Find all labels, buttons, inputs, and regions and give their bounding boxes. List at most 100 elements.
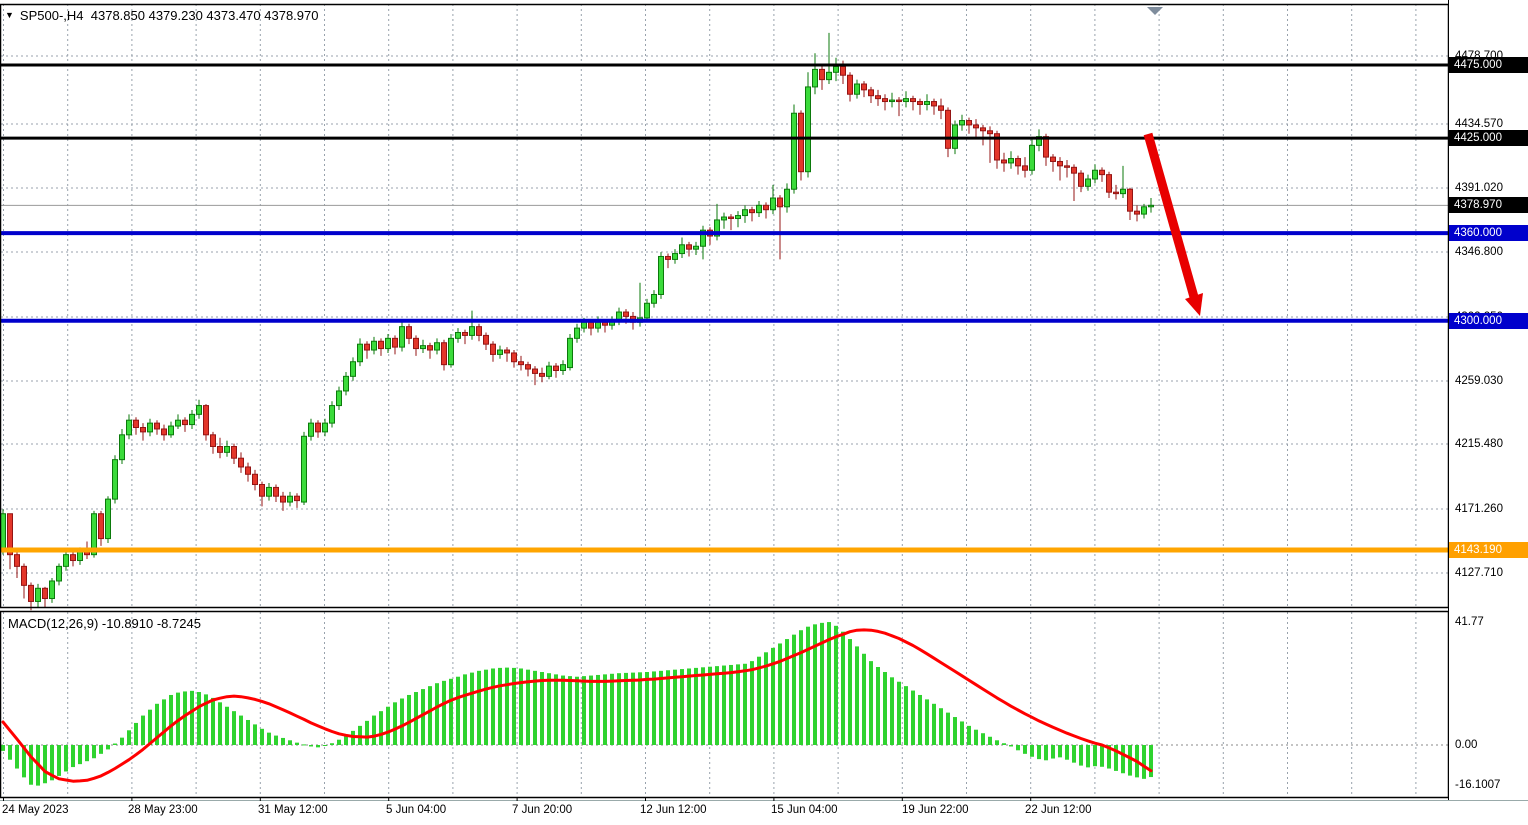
candle-body: [14, 554, 20, 567]
candle-body: [385, 337, 391, 350]
macd-bar: [183, 691, 187, 745]
macd-bar: [71, 745, 75, 768]
price-level-badge: 4143.190: [1449, 542, 1528, 558]
macd-bar: [407, 694, 411, 745]
candle-body: [875, 95, 881, 100]
candle-body: [854, 83, 860, 95]
candle-body: [1148, 204, 1154, 208]
macd-bar: [743, 663, 747, 745]
candle-body: [847, 74, 853, 95]
candle-body: [210, 434, 216, 448]
macd-bar: [666, 670, 670, 745]
candle-body: [483, 334, 489, 345]
macd-bar: [988, 736, 992, 745]
candle-body: [658, 255, 664, 295]
macd-bar: [141, 715, 145, 745]
candle-body: [980, 127, 986, 132]
macd-bar: [519, 668, 523, 745]
candle-body: [567, 337, 573, 369]
candle-body: [595, 321, 601, 329]
macd-bar: [309, 745, 313, 747]
candle-body: [525, 364, 531, 370]
candle-body: [126, 419, 132, 436]
candle-body: [378, 340, 384, 350]
macd-bar: [771, 647, 775, 745]
macd-bar: [834, 625, 838, 745]
candle-body: [693, 245, 699, 250]
horizontal-line-objects[interactable]: [0, 63, 1448, 553]
candle-body: [511, 352, 517, 363]
candle-body: [539, 372, 545, 377]
macd-bar: [295, 742, 299, 745]
macd-bar: [624, 672, 628, 745]
candle-body: [1106, 174, 1112, 193]
macd-bar: [421, 689, 425, 745]
macd-bar: [806, 626, 810, 745]
macd-bar: [610, 673, 614, 745]
candle-body: [903, 98, 909, 103]
macd-bar: [1016, 745, 1020, 751]
price-axis[interactable]: 4478.7004434.5704391.0204346.8004302.250…: [1449, 0, 1528, 800]
macd-bar: [897, 681, 901, 745]
macd-bar: [1100, 745, 1104, 767]
candle-body: [742, 209, 748, 217]
candle-body: [1057, 160, 1063, 167]
candle-body: [623, 311, 629, 317]
macd-bar: [435, 683, 439, 745]
trend-arrow-shaft[interactable]: [1143, 132, 1199, 299]
macd-bar: [1044, 745, 1048, 761]
candle-body: [259, 484, 265, 497]
macd-bar: [729, 664, 733, 745]
candle-body: [203, 405, 209, 436]
candle-body: [791, 112, 797, 190]
macd-bar: [113, 743, 117, 745]
candle-body: [1113, 191, 1119, 195]
chart-symbol-period: SP500-,H4: [19, 8, 84, 23]
macd-indicator-label: MACD(12,26,9) -10.8910 -8.7245: [8, 616, 201, 631]
macd-bar: [491, 668, 495, 745]
candle-body: [329, 405, 335, 424]
candle-body: [175, 419, 181, 427]
macd-bar: [568, 676, 572, 745]
macd-bar: [946, 712, 950, 745]
chart-title: ▼ SP500-,H4 4378.850 4379.230 4373.470 43…: [5, 8, 318, 23]
candle-body: [35, 587, 41, 602]
candle-body: [189, 413, 195, 426]
macd-bar: [8, 745, 12, 760]
candle-body: [343, 375, 349, 392]
macd-bar: [428, 686, 432, 745]
macd-tick-label: -16.1007: [1455, 779, 1501, 791]
candle-body: [98, 513, 104, 540]
macd-bar: [134, 722, 138, 745]
macd-bar: [575, 676, 579, 745]
candle-body: [861, 83, 867, 91]
price-level-badge: 4475.000: [1449, 57, 1528, 73]
macd-bar: [106, 745, 110, 750]
macd-bar: [855, 646, 859, 745]
candle-body: [504, 349, 510, 354]
chart-ohlc-values: 4378.850 4379.230 4373.470 4378.970: [90, 8, 319, 23]
macd-bar: [981, 733, 985, 745]
macd-bar: [1142, 745, 1146, 779]
trend-arrow-head[interactable]: [1185, 293, 1203, 316]
grid-lines: [1, 4, 1448, 797]
macd-bar: [1128, 745, 1132, 776]
trend-arrow-object[interactable]: [1143, 132, 1203, 316]
macd-bar: [393, 702, 397, 745]
macd-bar: [876, 667, 880, 745]
macd-bar: [603, 674, 607, 745]
candle-body: [63, 554, 69, 567]
candle-body: [427, 345, 433, 351]
macd-bar: [694, 667, 698, 745]
macd-bar: [498, 667, 502, 745]
candle-body: [1050, 156, 1056, 162]
macd-bar: [939, 708, 943, 745]
macd-bar: [120, 737, 124, 745]
candle-body: [399, 326, 405, 348]
time-tick-label: 5 Jun 04:00: [386, 804, 447, 816]
candle-body: [413, 337, 419, 350]
time-axis[interactable]: 24 May 2023 28 May 23:00 31 May 12:00 5 Jun…: [0, 801, 1528, 825]
candle-body: [1134, 210, 1140, 215]
candlesticks: [0, 32, 1154, 611]
